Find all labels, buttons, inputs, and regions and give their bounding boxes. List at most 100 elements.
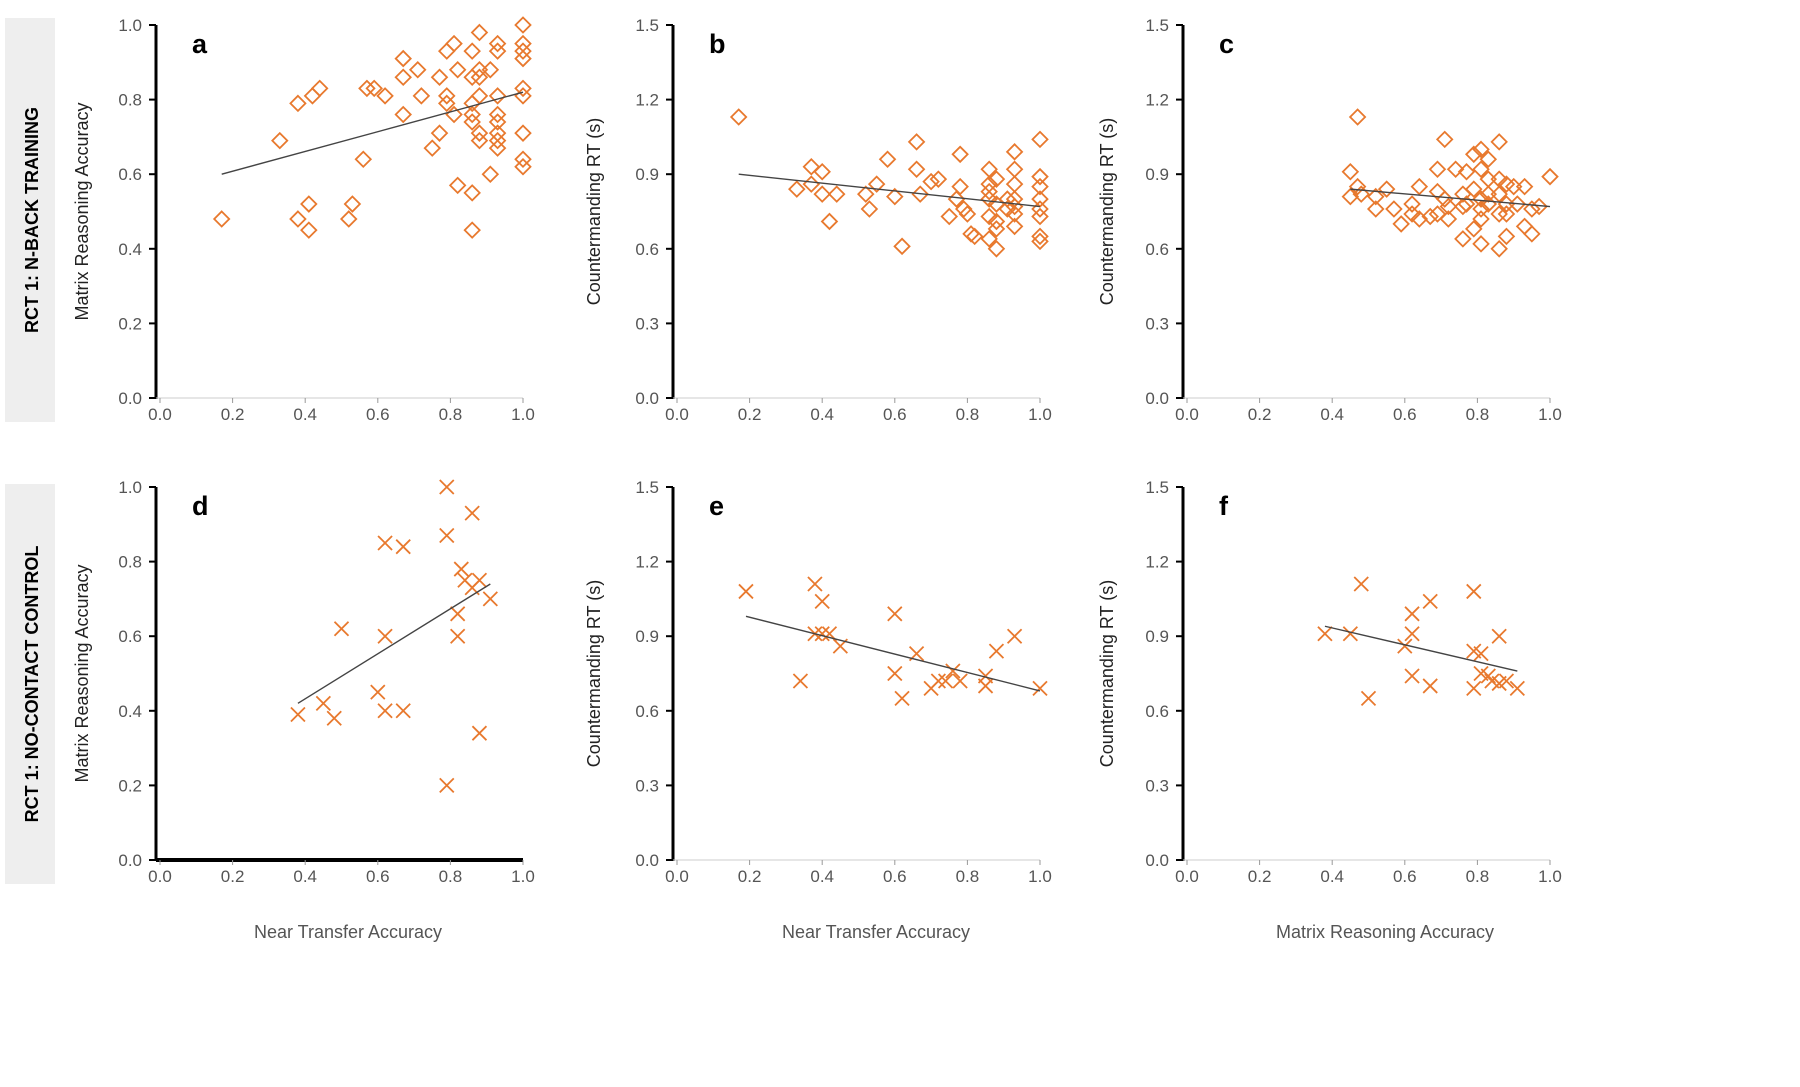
- data-point-diamond: [1352, 185, 1371, 203]
- x-tick-label: 0.0: [665, 867, 689, 886]
- data-point-diamond: [1005, 217, 1024, 236]
- y-tick-label: 0.0: [118, 389, 142, 408]
- data-point-diamond: [813, 185, 831, 203]
- data-point-cross: [464, 505, 480, 521]
- data-point-cross: [439, 527, 455, 544]
- y-tick-label: 0.6: [1145, 702, 1169, 721]
- y-tick-label: 1.5: [1145, 16, 1169, 35]
- data-point-diamond: [1446, 160, 1465, 178]
- data-point-diamond: [423, 139, 442, 157]
- y-tick-label: 0.3: [1145, 776, 1169, 795]
- data-point-cross: [887, 606, 903, 622]
- data-point-diamond: [980, 190, 998, 208]
- data-point-diamond: [907, 160, 926, 178]
- data-point-diamond: [1005, 175, 1024, 193]
- x-tick-label: 0.2: [1248, 405, 1272, 424]
- data-point-diamond: [1031, 232, 1049, 251]
- data-point-diamond: [1410, 210, 1429, 228]
- data-point-diamond: [488, 42, 507, 60]
- data-point-cross: [1397, 638, 1413, 654]
- y-tick-label: 0.2: [118, 776, 142, 795]
- data-point-diamond: [1439, 197, 1458, 216]
- y-tick-label: 0.4: [118, 240, 142, 259]
- data-point-cross: [439, 777, 455, 794]
- data-point-diamond: [470, 68, 489, 86]
- data-point-cross: [1032, 680, 1048, 697]
- data-point-diamond: [463, 113, 481, 131]
- data-point-diamond: [445, 34, 463, 53]
- trend-line: [1324, 625, 1518, 672]
- data-point-cross: [326, 710, 342, 726]
- x-tick-label: 0.8: [439, 405, 463, 424]
- data-point-diamond: [437, 87, 456, 105]
- data-point-diamond: [827, 185, 846, 203]
- x-tick-label: 1.0: [1538, 867, 1562, 886]
- data-point-diamond: [1464, 220, 1483, 238]
- data-point-diamond: [1490, 205, 1508, 223]
- panel-d: 0.0 0.2 0.4 0.6 0.8 1.0 0.0 0.2 0.4 0.6 0.8 1.0 Matr…: [72, 478, 535, 886]
- x-tick-label: 1.0: [511, 405, 535, 424]
- data-point-diamond: [310, 79, 329, 98]
- y-tick-label: 0.0: [118, 851, 142, 870]
- data-point-cross: [439, 479, 455, 495]
- panel-e: 0.0 0.3 0.6 0.9 1.2 1.5 0.0 0.2 0.4 0.6 0.8 1.0 Coun…: [584, 478, 1052, 886]
- data-point-diamond: [922, 172, 940, 191]
- data-point-diamond: [488, 34, 507, 53]
- data-point-diamond: [1366, 187, 1385, 206]
- x-tick-label: 1.0: [511, 867, 535, 886]
- data-point-cross: [1422, 593, 1438, 610]
- data-point-cross: [395, 539, 411, 555]
- data-point-cross: [1422, 678, 1438, 694]
- data-point-cross: [1491, 628, 1507, 644]
- data-point-diamond: [514, 49, 532, 68]
- data-point-cross: [887, 665, 903, 682]
- data-point-diamond: [1472, 210, 1490, 228]
- data-point-diamond: [951, 177, 969, 196]
- data-point-diamond: [437, 94, 456, 113]
- x-tick-label: 0.6: [366, 867, 390, 886]
- data-point-cross: [377, 535, 393, 551]
- x-tick-label: 0.8: [956, 405, 980, 424]
- data-point-diamond: [300, 195, 318, 213]
- data-point-diamond: [1031, 177, 1049, 196]
- data-point-diamond: [1541, 167, 1559, 186]
- data-point-diamond: [1005, 205, 1024, 223]
- y-tick-label: 1.5: [1145, 478, 1169, 497]
- data-point-diamond: [1504, 177, 1523, 196]
- y-tick-label: 0.8: [118, 553, 142, 572]
- data-point-diamond: [1031, 207, 1049, 226]
- y-axis-label: Matrix Reasoning Accuracy: [72, 564, 92, 782]
- data-point-diamond: [1385, 200, 1403, 218]
- bottom-xlabel-col3: Matrix Reasoning Accuracy: [1276, 922, 1494, 942]
- data-point-diamond: [1508, 195, 1527, 213]
- data-point-diamond: [893, 237, 911, 256]
- data-point-diamond: [1454, 230, 1472, 248]
- data-point-cross: [482, 591, 498, 607]
- data-point-diamond: [1472, 190, 1490, 208]
- data-point-diamond: [394, 49, 412, 68]
- data-point-diamond: [514, 42, 532, 60]
- x-tick-label: 0.8: [956, 867, 980, 886]
- data-point-cross: [471, 725, 488, 741]
- y-tick-label: 0.9: [1145, 165, 1169, 184]
- data-point-diamond: [300, 221, 318, 239]
- data-point-diamond: [1530, 197, 1548, 216]
- x-tick-label: 0.2: [221, 405, 245, 424]
- data-point-diamond: [514, 16, 532, 34]
- data-point-diamond: [430, 124, 449, 142]
- data-point-diamond: [954, 200, 973, 218]
- y-tick-label: 0.0: [1145, 851, 1169, 870]
- x-tick-label: 0.2: [221, 867, 245, 886]
- y-axis-label: Countermanding RT (s): [1097, 580, 1117, 767]
- data-point-diamond: [488, 113, 507, 131]
- y-tick-label: 0.2: [118, 314, 142, 333]
- y-tick-label: 0.0: [635, 389, 659, 408]
- data-point-diamond: [339, 210, 358, 228]
- data-point-diamond: [1428, 205, 1447, 223]
- data-point-diamond: [1439, 210, 1458, 228]
- data-point-diamond: [1523, 200, 1541, 218]
- data-point-diamond: [820, 212, 839, 231]
- data-point-diamond: [303, 87, 322, 105]
- data-point-cross: [807, 576, 823, 592]
